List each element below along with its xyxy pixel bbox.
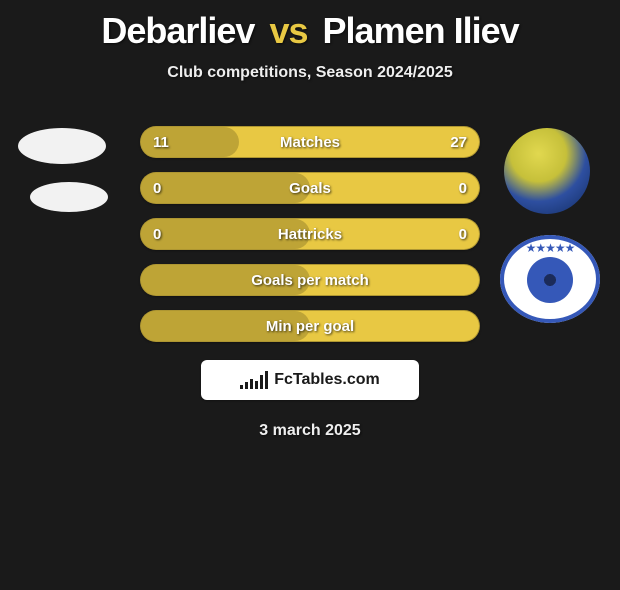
player2-name: Plamen Iliev — [323, 10, 519, 51]
comparison-title: Debarliev vs Plamen Iliev — [0, 10, 620, 52]
stat-row: Min per goal — [140, 310, 480, 342]
logo-bar — [265, 371, 268, 389]
stat-label: Min per goal — [141, 311, 479, 343]
stat-row: Hattricks0 0 — [140, 218, 480, 250]
stat-value-left: 0 — [153, 173, 161, 205]
stat-label: Hattricks — [141, 219, 479, 251]
player2-photo — [504, 128, 590, 214]
logo-bar — [245, 382, 248, 389]
brand-text: FcTables.com — [274, 371, 380, 389]
logo-bar — [255, 381, 258, 389]
player2-club-logo: ★★★★★ — [500, 235, 600, 323]
stat-value-left: 11 — [153, 127, 169, 159]
stat-value-left: 0 — [153, 219, 161, 251]
stats-table: Matches1127Goals00Hattricks00Goals per m… — [140, 126, 480, 342]
logo-bar — [240, 385, 243, 389]
stat-row: Matches11 27 — [140, 126, 480, 158]
date-label: 3 march 2025 — [0, 422, 620, 440]
vs-label: vs — [269, 10, 307, 51]
player1-club-placeholder — [30, 182, 108, 212]
stat-label: Goals — [141, 173, 479, 205]
stat-row: Goals per match — [140, 264, 480, 296]
logo-ball — [527, 257, 573, 303]
player1-avatar-placeholder — [18, 128, 106, 164]
logo-bar — [250, 379, 253, 389]
stat-label: Matches — [141, 127, 479, 159]
stat-row: Goals0 0 — [140, 172, 480, 204]
subtitle: Club competitions, Season 2024/2025 — [0, 64, 620, 82]
stat-value-right: 27 — [450, 127, 467, 159]
stat-label: Goals per match — [141, 265, 479, 297]
fctables-logo: FcTables.com — [201, 360, 419, 400]
logo-bars-icon — [240, 371, 268, 389]
stat-value-right: 0 — [459, 219, 467, 251]
logo-bar — [260, 375, 263, 389]
logo-stars: ★★★★★ — [500, 241, 600, 255]
player1-name: Debarliev — [101, 10, 254, 51]
stat-value-right: 0 — [459, 173, 467, 205]
